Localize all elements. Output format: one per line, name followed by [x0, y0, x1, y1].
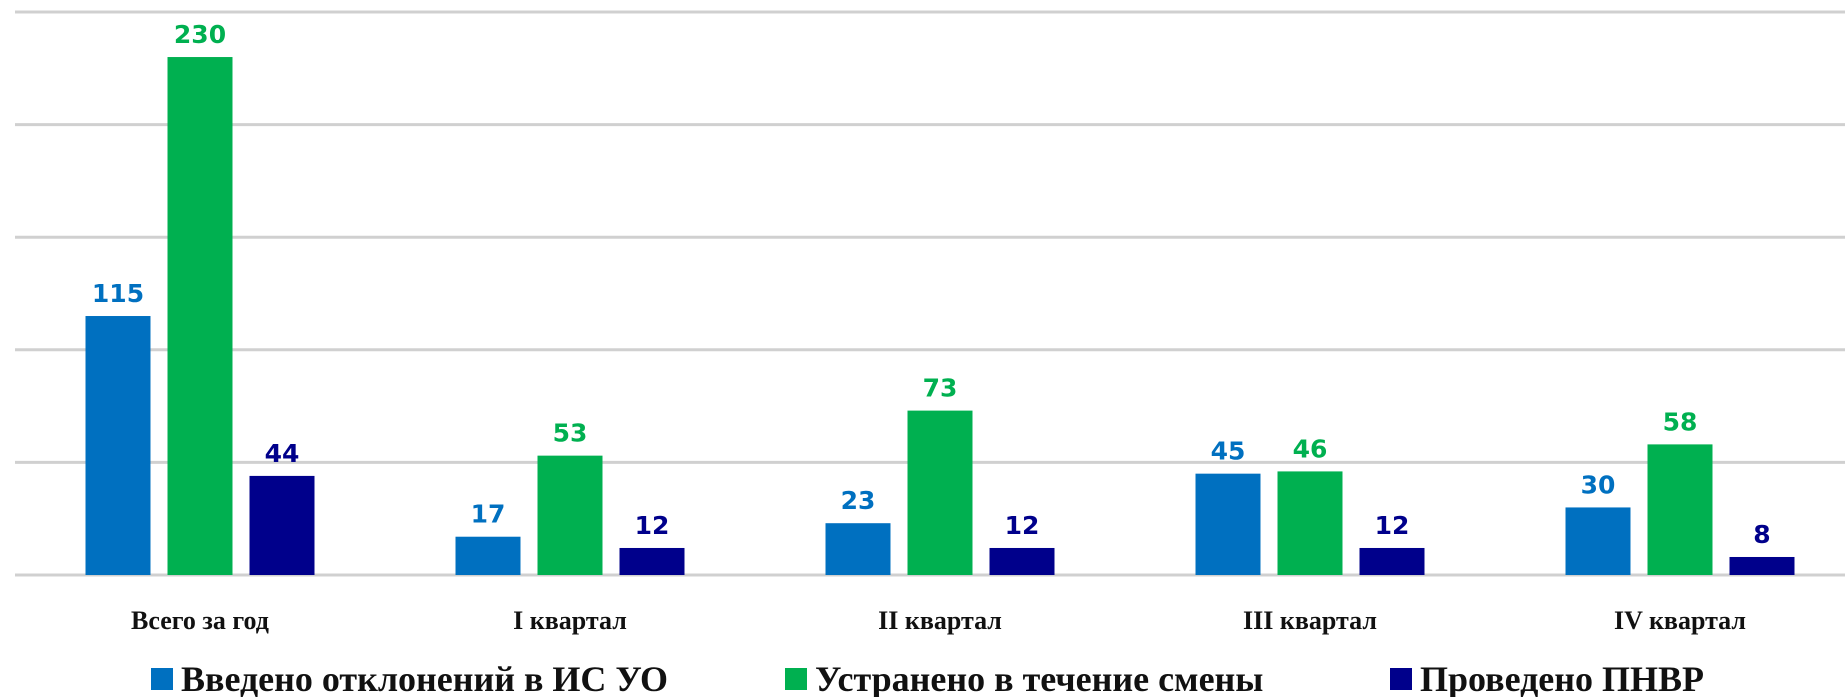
data-label: 46	[1293, 434, 1328, 463]
x-tick-label: I квартал	[513, 606, 627, 635]
bar	[619, 547, 685, 575]
bar	[1359, 547, 1425, 575]
legend-swatch	[1390, 668, 1412, 690]
bar	[1647, 444, 1713, 575]
bar	[1277, 471, 1343, 575]
bar	[455, 536, 521, 575]
legend-swatch	[151, 668, 173, 690]
x-tick-label: III квартал	[1243, 606, 1377, 635]
legend-swatch	[785, 668, 807, 690]
bar	[1729, 556, 1795, 575]
bar	[1195, 473, 1261, 575]
data-label: 30	[1581, 470, 1616, 499]
legend-label: Устранено в течение смены	[815, 659, 1263, 697]
data-label: 58	[1663, 407, 1698, 436]
data-label: 44	[265, 439, 300, 468]
data-label: 8	[1753, 520, 1770, 549]
bar	[825, 523, 891, 575]
data-label: 17	[471, 500, 506, 529]
data-label: 115	[92, 279, 144, 308]
data-label: 73	[923, 374, 958, 403]
bar	[85, 316, 151, 575]
data-label: 12	[635, 511, 670, 540]
bar	[537, 455, 603, 575]
x-tick-label: Всего за год	[131, 606, 269, 635]
x-tick-label: II квартал	[878, 606, 1002, 635]
data-label: 53	[553, 419, 588, 448]
bar	[249, 475, 315, 575]
data-label: 12	[1375, 511, 1410, 540]
legend-label: Проведено ПНВР	[1420, 659, 1704, 697]
bar	[907, 410, 973, 575]
bar	[1565, 507, 1631, 575]
data-label: 23	[841, 486, 876, 515]
data-label: 12	[1005, 511, 1040, 540]
legend-label: Введено отклонений в ИС УО	[181, 659, 668, 697]
data-label: 45	[1211, 437, 1246, 466]
data-label: 230	[174, 20, 226, 49]
bar	[989, 547, 1055, 575]
x-tick-label: IV квартал	[1614, 606, 1746, 635]
bar	[167, 57, 233, 576]
